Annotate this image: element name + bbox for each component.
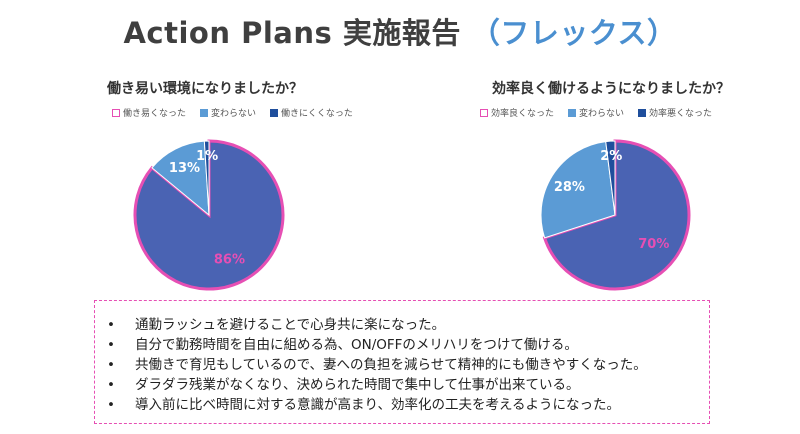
pie-data-label: 2% <box>600 149 622 164</box>
comment-text: 共働きで育児もしているので、妻への負担を減らせて精神的にも働きやすくなった。 <box>135 357 647 373</box>
comment-text: 導入前に比べ時間に対する意識が高まり、効率化の工夫を考えるようになった。 <box>135 397 621 413</box>
pie-data-label: 28% <box>554 180 585 195</box>
comment-text: 自分で勤務時間を自由に組める為、ON/OFFのメリハリをつけて働ける。 <box>135 337 578 353</box>
pie-data-label: 86% <box>214 252 245 267</box>
chart-panel-environment: 働き易い環境になりましたか？ 働き易くなった 変わらない 働きにくくなった 86… <box>0 70 400 291</box>
legend-swatch <box>112 108 120 117</box>
pie-slice <box>542 139 691 291</box>
legend-label: 効率良くなった <box>491 109 555 119</box>
pie-slice <box>540 141 616 239</box>
comment-item: • 通勤ラッシュを避けることで心身共に楽になった。 <box>107 315 709 335</box>
legend-swatch <box>480 108 488 117</box>
legend-label: 変わらない <box>211 109 257 119</box>
comment-text: ダラダラ残業がなくなり、決められた時間で集中して仕事が出来ている。 <box>135 377 580 393</box>
legend-label: 効率悪くなった <box>649 109 713 119</box>
bullet: • <box>107 357 115 373</box>
legend-item: 変わらない <box>568 106 624 119</box>
pie-chart-efficiency: 70% 28% 2% <box>540 139 691 291</box>
pie-data-label: 13% <box>169 161 200 176</box>
comment-item: • ダラダラ残業がなくなり、決められた時間で集中して仕事が出来ている。 <box>107 375 709 395</box>
bullet: • <box>107 337 115 353</box>
comments-box: • 通勤ラッシュを避けることで心身共に楽になった。 • 自分で勤務時間を自由に組める… <box>94 300 710 424</box>
chart-legend: 効率良くなった 変わらない 効率悪くなった <box>480 106 712 119</box>
comment-list: • 通勤ラッシュを避けることで心身共に楽になった。 • 自分で勤務時間を自由に組める… <box>107 315 709 415</box>
pie-slice <box>203 140 210 216</box>
comment-item: • 自分で勤務時間を自由に組める為、ON/OFFのメリハリをつけて働ける。 <box>107 335 709 355</box>
legend-swatch <box>568 108 577 117</box>
legend-swatch <box>270 108 279 117</box>
legend-label: 変わらない <box>579 109 625 119</box>
legend-item: 働き易くなった <box>112 106 186 119</box>
pie-slice <box>605 140 616 216</box>
pie-data-label: 70% <box>638 237 669 252</box>
bullet: • <box>107 397 115 413</box>
legend-item: 効率悪くなった <box>638 106 712 119</box>
pie-data-label: 1% <box>196 149 218 164</box>
page-title: Action Plans 実施報告 （フレックス） <box>0 10 800 52</box>
legend-label: 働きにくくなった <box>281 109 353 119</box>
bullet: • <box>107 377 115 393</box>
legend-item: 効率良くなった <box>480 106 554 119</box>
title-main: Action Plans 実施報告 <box>123 16 461 50</box>
legend-label: 働き易くなった <box>123 109 187 119</box>
comment-text: 通勤ラッシュを避けることで心身共に楽になった。 <box>135 317 446 333</box>
pie-slice <box>133 139 285 291</box>
bullet: • <box>107 317 115 333</box>
comment-item: • 共働きで育児もしているので、妻への負担を減らせて精神的にも働きやすくなった。 <box>107 355 709 375</box>
chart-title: 働き易い環境になりましたか？ <box>107 81 303 97</box>
legend-item: 変わらない <box>200 106 256 119</box>
legend-swatch <box>638 108 647 117</box>
legend-swatch <box>200 108 209 117</box>
chart-title: 効率良く働けるようになりましたか？ <box>492 81 730 97</box>
legend-item: 働きにくくなった <box>270 106 353 119</box>
comment-item: • 導入前に比べ時間に対する意識が高まり、効率化の工夫を考えるようになった。 <box>107 395 709 415</box>
pie-chart-environment: 86% 13%1% <box>133 139 285 291</box>
chart-panel-efficiency: 効率良く働けるようになりましたか？ 効率良くなった 変わらない 効率悪くなった … <box>400 70 800 291</box>
chart-legend: 働き易くなった 変わらない 働きにくくなった <box>112 106 353 119</box>
pie-slice <box>151 140 210 217</box>
title-subtitle: （フレックス） <box>470 16 677 50</box>
